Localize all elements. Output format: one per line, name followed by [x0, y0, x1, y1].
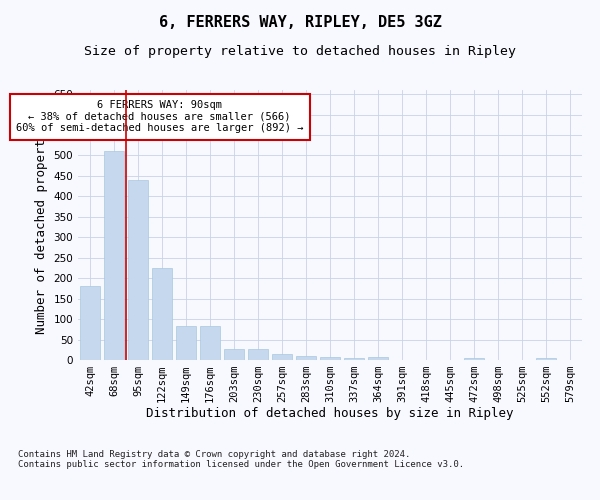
- Text: 6, FERRERS WAY, RIPLEY, DE5 3GZ: 6, FERRERS WAY, RIPLEY, DE5 3GZ: [158, 15, 442, 30]
- Bar: [224, 349, 244, 360]
- Bar: [128, 180, 148, 360]
- Bar: [320, 357, 340, 360]
- Text: Distribution of detached houses by size in Ripley: Distribution of detached houses by size …: [146, 408, 514, 420]
- Text: Contains HM Land Registry data © Crown copyright and database right 2024.
Contai: Contains HM Land Registry data © Crown c…: [18, 450, 464, 469]
- Bar: [272, 354, 292, 360]
- Bar: [80, 286, 100, 360]
- Y-axis label: Number of detached properties: Number of detached properties: [35, 116, 48, 334]
- Bar: [104, 152, 124, 360]
- Bar: [344, 358, 364, 360]
- Bar: [176, 326, 196, 360]
- Bar: [152, 268, 172, 360]
- Bar: [296, 356, 316, 360]
- Bar: [248, 349, 268, 360]
- Text: 6 FERRERS WAY: 90sqm
← 38% of detached houses are smaller (566)
60% of semi-deta: 6 FERRERS WAY: 90sqm ← 38% of detached h…: [16, 100, 304, 134]
- Text: Size of property relative to detached houses in Ripley: Size of property relative to detached ho…: [84, 45, 516, 58]
- Bar: [464, 358, 484, 360]
- Bar: [200, 326, 220, 360]
- Bar: [536, 358, 556, 360]
- Bar: [368, 357, 388, 360]
